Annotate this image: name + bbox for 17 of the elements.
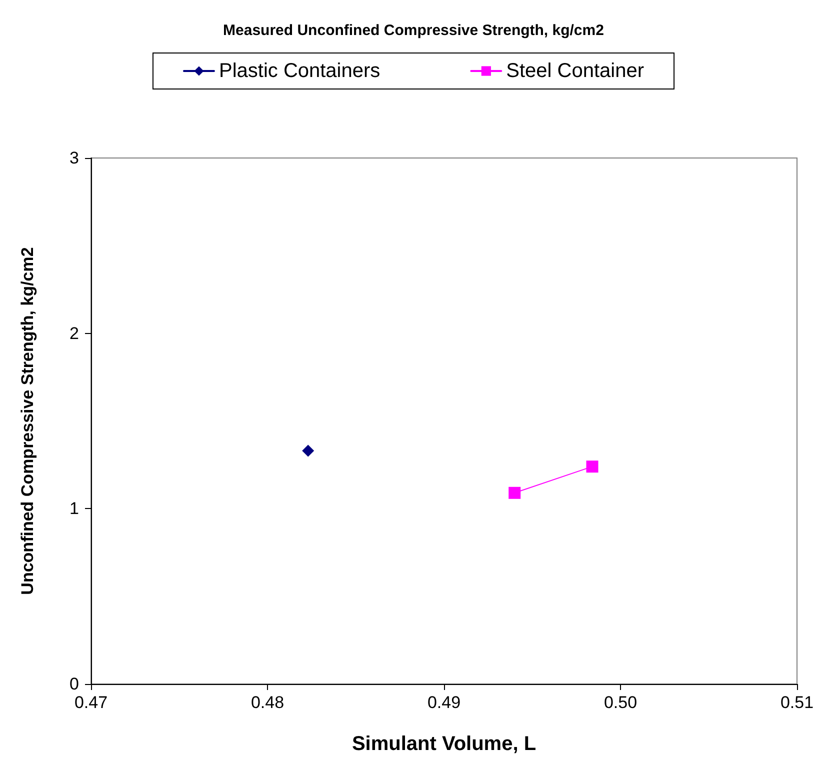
point [586,460,598,473]
x-axis-title: Simulant Volume, L [352,733,536,755]
x-tick-label: 0.48 [250,693,284,712]
legend-label: Plastic Containers [218,60,380,82]
point [302,444,314,457]
point [508,486,521,499]
x-tick-label: 0.51 [780,693,814,712]
y-axis-title: Unconfined Compressive Strength, kg/cm2 [18,247,37,595]
legend-label: Steel Container [506,60,644,82]
x-tick-label: 0.49 [427,693,461,712]
y-tick-label: 2 [70,324,79,343]
y-tick-label: 3 [70,148,79,168]
x-tick-label: 0.47 [74,693,108,712]
chart-title: Measured Unconfined Compressive Strength, kg/cm2 [223,22,604,39]
y-tick-label: 1 [70,499,79,518]
x-tick-label: 0.50 [604,693,638,712]
y-tick-label: 0 [70,674,79,694]
